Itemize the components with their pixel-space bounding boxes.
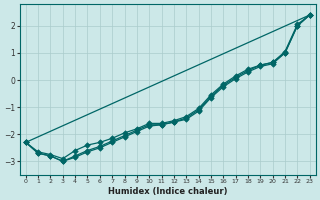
X-axis label: Humidex (Indice chaleur): Humidex (Indice chaleur) [108, 187, 228, 196]
